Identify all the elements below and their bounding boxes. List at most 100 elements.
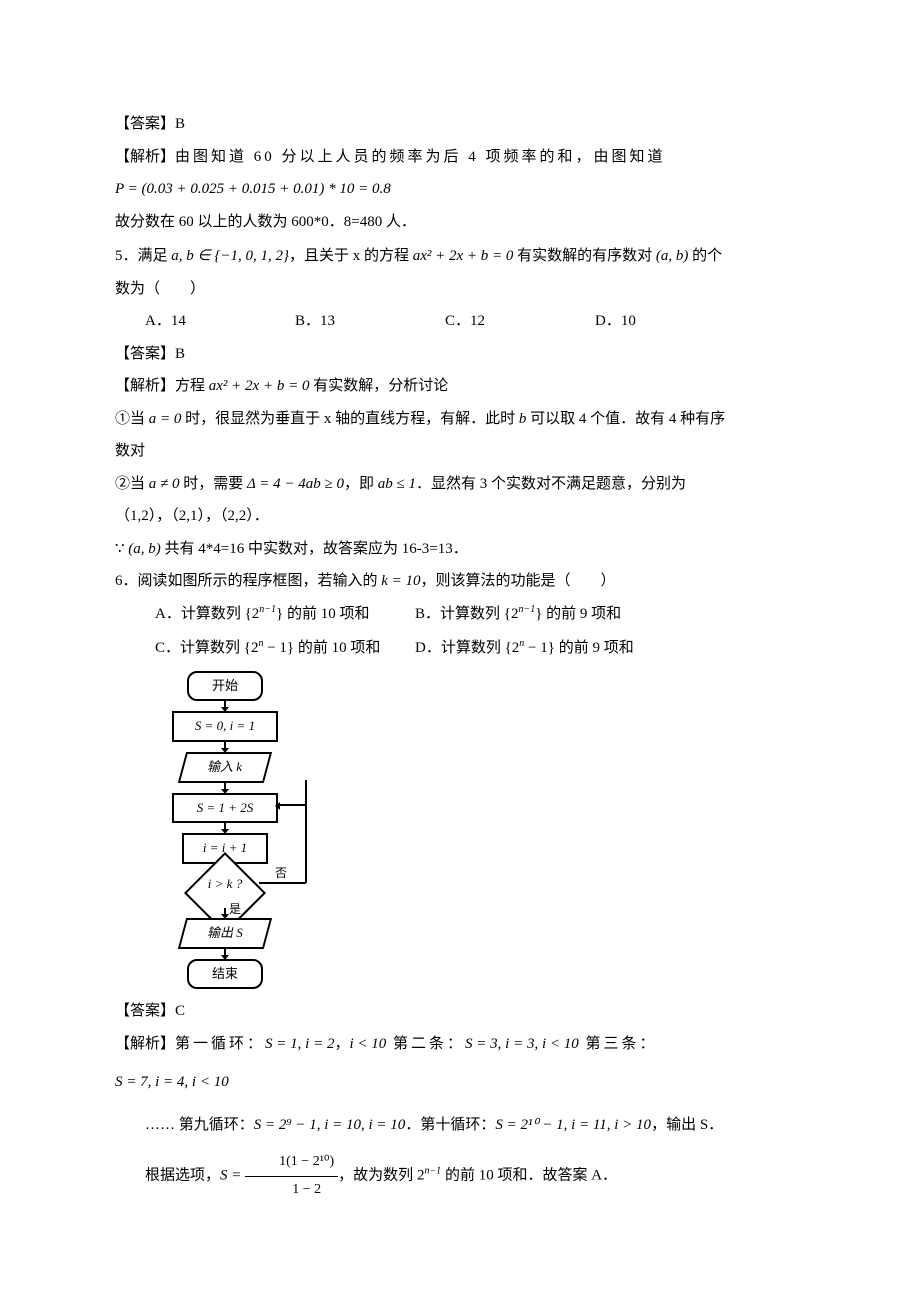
q5-case2-delta: Δ = 4 − 4ab ≥ 0 bbox=[247, 476, 344, 492]
flow-back-v bbox=[305, 780, 307, 883]
q5-case1-b: 时，很显然为垂直于 x 轴的直线方程，有解．此时 bbox=[181, 411, 519, 427]
q6-c-brace: {2 bbox=[244, 640, 259, 656]
label-explain: 【解析】 bbox=[115, 149, 175, 165]
q6-final-frac: 1(1 − 2¹⁰)1 − 2 bbox=[245, 1149, 338, 1203]
q6-loop1: 第一循环： bbox=[175, 1036, 265, 1052]
flow-start: 开始 bbox=[187, 671, 263, 702]
q6-explain-label: 【解析】 bbox=[115, 1036, 175, 1052]
q6-option-c: C．计算数列 {2n − 1} 的前 10 项和 bbox=[155, 634, 415, 663]
q5-explain-prefix: 【解析】方程 bbox=[115, 378, 209, 394]
q5-stem-line2: 数为（ ） bbox=[115, 275, 805, 304]
q6-a-pre: A．计算数列 bbox=[155, 606, 245, 622]
q6-a-brace: {2 bbox=[245, 606, 260, 622]
q6-loop9-v: S = 2⁹ − 1, i = 10, i = 10 bbox=[254, 1117, 406, 1133]
q5-case2-a: ②当 bbox=[115, 476, 149, 492]
q5-explain-1: 【解析】方程 ax² + 2x + b = 0 有实数解，分析讨论 bbox=[115, 372, 805, 401]
q5-case2-d: ．显然有 3 个实数对不满足题意，分别为 bbox=[416, 476, 686, 492]
q6-loop1-cond: i < 10 bbox=[349, 1036, 386, 1052]
flow-arrow bbox=[224, 701, 226, 711]
q5-explain-eq: ax² + 2x + b = 0 bbox=[209, 378, 310, 394]
q6-d-post: 的前 9 项和 bbox=[555, 640, 634, 656]
q6-stem: 6．阅读如图所示的程序框图，若输入的 k = 10，则该算法的功能是（ ） bbox=[115, 567, 805, 596]
flow-arrow bbox=[224, 949, 226, 959]
q6-d-brace: {2 bbox=[505, 640, 520, 656]
flow-output: 输出 S bbox=[178, 918, 272, 949]
q5-eq: ax² + 2x + b = 0 bbox=[413, 248, 514, 264]
q6-final-S: S = bbox=[220, 1168, 245, 1184]
q6-loop-line1: 【解析】第一循环：S = 1, i = 2，i < 10 第二条：S = 3, … bbox=[115, 1030, 805, 1059]
flowchart: 开始 S = 0, i = 1 输入 k S = 1 + 2S i = i + … bbox=[125, 671, 325, 990]
q5-option-d: D．10 bbox=[595, 307, 745, 336]
q6-b-pre: B．计算数列 bbox=[415, 606, 504, 622]
q5-option-a: A．14 bbox=[145, 307, 295, 336]
q5-stem-b: ，且关于 x 的方程 bbox=[289, 248, 413, 264]
q6-loop10-post: ，输出 S． bbox=[651, 1117, 723, 1133]
flow-back-arrow bbox=[276, 804, 306, 806]
q6-c-post: 的前 10 项和 bbox=[294, 640, 380, 656]
q6-loop-line3: …… 第九循环：S = 2⁹ − 1, i = 10, i = 10．第十循环：… bbox=[115, 1111, 805, 1140]
q6-answer: 【答案】C bbox=[115, 997, 805, 1026]
q5-case1-line1: ①当 a = 0 时，很显然为垂直于 x 轴的直线方程，有解．此时 b 可以取 … bbox=[115, 405, 805, 434]
q6-final-post: 的前 10 项和．故答案 A． bbox=[441, 1168, 617, 1184]
q6-loop3-v: S = 7, i = 4, i < 10 bbox=[115, 1074, 229, 1090]
q6-final: 根据选项，S = 1(1 − 2¹⁰)1 − 2，故为数列 2n−1 的前 10… bbox=[115, 1149, 805, 1203]
q5-case2-line1: ②当 a ≠ 0 时，需要 Δ = 4 − 4ab ≥ 0，即 ab ≤ 1．显… bbox=[115, 470, 805, 499]
q6-c-mid: − 1} bbox=[263, 640, 294, 656]
q6-final-pre: 根据选项， bbox=[145, 1168, 220, 1184]
q6-b-brace: {2 bbox=[504, 606, 519, 622]
flow-arrow bbox=[224, 908, 226, 918]
q5-stem-c: 有实数解的有序数对 bbox=[513, 248, 656, 264]
q5-answer: 【答案】B bbox=[115, 340, 805, 369]
q6-c-pre: C．计算数列 bbox=[155, 640, 244, 656]
q6-options-row2: C．计算数列 {2n − 1} 的前 10 项和 D．计算数列 {2n − 1}… bbox=[155, 634, 805, 663]
q5-option-b: B．13 bbox=[295, 307, 445, 336]
q5-case2-c: ，即 bbox=[344, 476, 378, 492]
q6-loop1-v: S = 1, i = 2 bbox=[265, 1036, 334, 1052]
q5-case2-line2: （1,2），（2,1），（2,2）． bbox=[115, 502, 805, 531]
q6-loop1-c: ， bbox=[334, 1036, 349, 1052]
q5-explain-suffix1: 有实数解，分析讨论 bbox=[309, 378, 448, 394]
flow-step1: S = 1 + 2S bbox=[172, 793, 278, 824]
flow-input: 输入 k bbox=[178, 752, 272, 783]
q5-stem-d: 的个 bbox=[688, 248, 722, 264]
q6-option-b: B．计算数列 {2n−1} 的前 9 项和 bbox=[415, 600, 675, 629]
q6-b-post: } 的前 9 项和 bbox=[535, 606, 621, 622]
flow-step1-wrap: S = 1 + 2S bbox=[125, 793, 325, 824]
q6-final-den: 1 − 2 bbox=[245, 1177, 338, 1204]
q5-case1-cond: a = 0 bbox=[149, 411, 182, 427]
flow-arrow bbox=[224, 783, 226, 793]
q6-k: k = 10 bbox=[381, 573, 420, 589]
flow-no-label: 否 bbox=[275, 862, 287, 885]
q6-loop3: 第三条： bbox=[579, 1036, 658, 1052]
q4-explain-line1: 【解析】由图知道 60 分以上人员的频率为后 4 项频率的和，由图知道 bbox=[115, 143, 805, 172]
q6-loop2-v: S = 3, i = 3, i < 10 bbox=[465, 1036, 579, 1052]
flow-cond: i > k ? bbox=[125, 872, 325, 897]
q6-loop-line2: S = 7, i = 4, i < 10 bbox=[115, 1068, 805, 1097]
q5-case1-line2: 数对 bbox=[115, 437, 805, 466]
q6-loop10-pre: ．第十循环： bbox=[405, 1117, 495, 1133]
q5-case2-b: 时，需要 bbox=[180, 476, 248, 492]
flow-output-text: 输出 S bbox=[207, 921, 243, 946]
q6-loop9-pre: …… 第九循环： bbox=[145, 1117, 254, 1133]
flow-arrow bbox=[224, 742, 226, 752]
q5-option-c: C．12 bbox=[445, 307, 595, 336]
q5-stem-a: 5．满足 bbox=[115, 248, 171, 264]
q5-set: a, b ∈ {−1, 0, 1, 2} bbox=[171, 248, 289, 264]
q5-conclude-b: 共有 4*4=16 中实数对，故答案应为 16-3=13． bbox=[161, 541, 468, 557]
q4-answer: 【答案】B bbox=[115, 110, 805, 139]
flow-input-text: 输入 k bbox=[207, 755, 242, 780]
q6-option-a: A．计算数列 {2n−1} 的前 10 项和 bbox=[155, 600, 415, 629]
q5-case2-ab: ab ≤ 1 bbox=[378, 476, 416, 492]
q5-conclude: ∵ (a, b) 共有 4*4=16 中实数对，故答案应为 16-3=13． bbox=[115, 535, 805, 564]
q6-stem-b: ，则该算法的功能是（ ） bbox=[421, 573, 616, 589]
q6-final-mid: ，故为数列 bbox=[338, 1168, 417, 1184]
q5-conclude-pair: (a, b) bbox=[128, 541, 161, 557]
q6-d-pre: D．计算数列 bbox=[415, 640, 505, 656]
q6-final-num: 1(1 − 2¹⁰) bbox=[245, 1149, 338, 1177]
q4-explain-line2: 故分数在 60 以上的人数为 600*0．8=480 人． bbox=[115, 208, 805, 237]
q5-pair: (a, b) bbox=[656, 248, 689, 264]
q5-case1-a: ①当 bbox=[115, 411, 149, 427]
q4-formula: P = (0.03 + 0.025 + 0.015 + 0.01) * 10 =… bbox=[115, 175, 805, 204]
q6-b-exp: n−1 bbox=[518, 604, 535, 615]
q6-final-exp: n−1 bbox=[424, 1166, 441, 1177]
